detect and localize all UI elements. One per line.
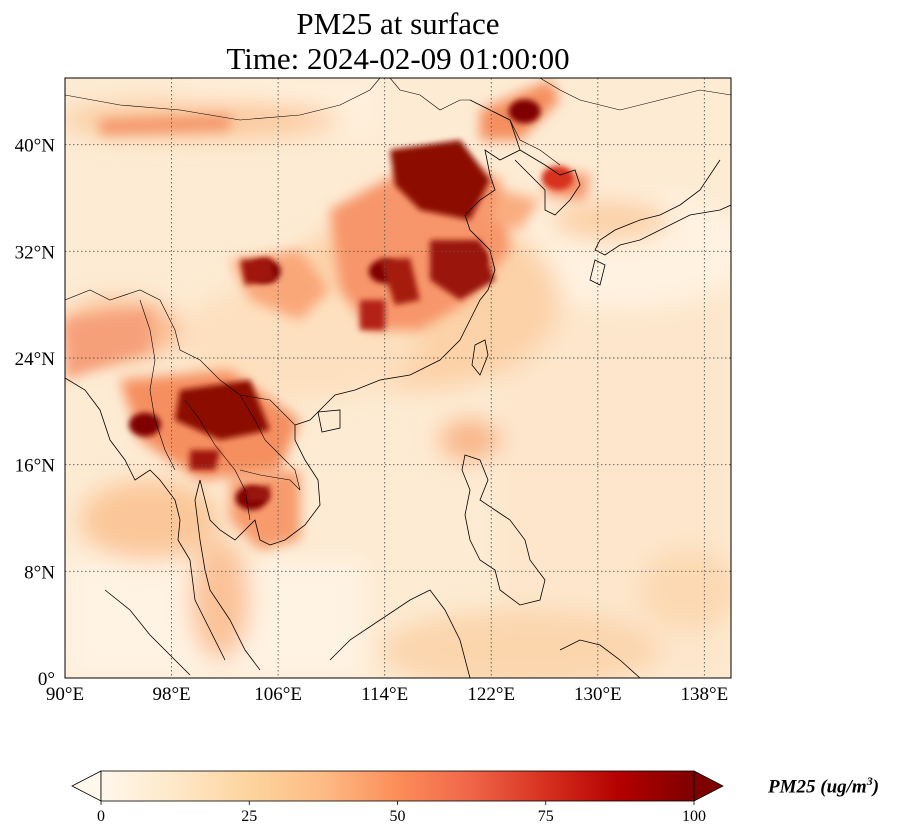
pm25-field	[65, 78, 731, 678]
gridlines	[65, 78, 731, 678]
lon-tick-labels: 90°E 98°E 106°E 114°E 122°E 130°E 138°E	[46, 684, 728, 705]
colorbar: 0 25 50 75 100	[71, 770, 724, 825]
lat-tick-label: 32°N	[15, 242, 56, 263]
lon-tick-label: 122°E	[467, 684, 515, 705]
lon-tick-label: 90°E	[46, 684, 84, 705]
colorbar-tick-label: 50	[390, 808, 406, 825]
lon-tick-label: 130°E	[574, 684, 622, 705]
lat-tick-label: 0°	[38, 669, 55, 690]
lon-tick-label: 106°E	[254, 684, 302, 705]
lat-tick-label: 8°N	[24, 562, 55, 583]
colorbar-min-extend	[71, 770, 102, 802]
colorbar-max-extend	[693, 770, 724, 802]
hotspot	[508, 99, 541, 124]
lat-tick-labels: 0° 8°N 16°N 24°N 32°N 40°N	[15, 136, 56, 690]
colorbar-ticks: 0 25 50 75 100	[97, 801, 706, 825]
colorbar-tick-label: 100	[682, 808, 706, 825]
map-time-subtitle: Time: 2024-02-09 01:00:00	[226, 41, 570, 76]
lon-tick-label: 138°E	[681, 684, 729, 705]
colorbar-tick-label: 25	[241, 808, 257, 825]
coastlines	[65, 78, 731, 678]
hotspot	[128, 412, 161, 437]
lon-tick-label: 98°E	[152, 684, 190, 705]
lat-tick-label: 40°N	[15, 136, 56, 157]
background-haze	[65, 78, 731, 678]
map-title: PM25 at surface	[296, 6, 500, 41]
dark-blocks	[175, 140, 495, 502]
colorbar-gradient	[101, 771, 694, 801]
lat-tick-label: 16°N	[15, 456, 56, 477]
lon-tick-label: 114°E	[361, 684, 408, 705]
colorbar-unit-label: PM25 (ug/m3)	[768, 774, 880, 798]
hotspot	[541, 166, 574, 190]
colorbar-tick-label: 0	[97, 808, 105, 825]
lat-tick-label: 24°N	[15, 349, 56, 370]
colorbar-tick-label: 75	[538, 808, 554, 825]
map-frame	[64, 77, 732, 679]
